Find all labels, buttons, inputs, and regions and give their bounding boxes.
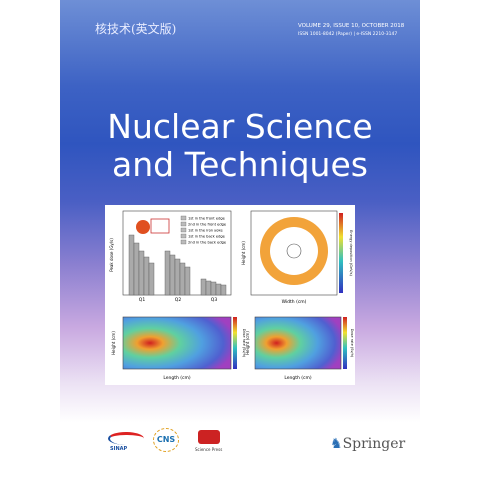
legend-swatch [180, 233, 187, 239]
y-label: Peak dose (Gy/s) [109, 238, 114, 272]
heatmap [254, 316, 342, 370]
springer-logo: ♞Springer [330, 436, 406, 452]
legend-label: 1st in the front edge [188, 217, 226, 221]
sinap-logo [108, 432, 144, 445]
x-label: Length (cm) [284, 375, 312, 381]
issn: ISSN 1001-8042 (Paper) | e-ISSN 2210-314… [298, 32, 398, 37]
title-line: and Techniques [112, 145, 368, 184]
legend-swatch [180, 215, 187, 221]
x-label: Length (cm) [163, 375, 191, 381]
colorbar [233, 317, 237, 369]
y-label: Height (cm) [241, 241, 246, 265]
colorbar-label: Dose rate (Sv/h) [350, 329, 354, 358]
legend-label: 2nd in the front edge [188, 223, 227, 227]
bars [128, 234, 227, 296]
legend-swatch [180, 221, 187, 227]
legend-swatch [180, 227, 187, 233]
science-press-logo [198, 430, 220, 444]
colorbar [339, 213, 343, 293]
y-label: Height (cm) [111, 331, 116, 355]
springer-label: Springer [342, 436, 406, 452]
title-line: Nuclear Science [107, 107, 373, 146]
volume: VOLUME 29, ISSUE 10, OCTOBER 2018 [298, 23, 405, 29]
cns-logo: CNS [153, 428, 179, 452]
ring [270, 227, 318, 275]
category-label: Q3 [211, 297, 218, 303]
category-label: Q2 [175, 297, 182, 303]
colorbar-label: Energy deposition (GeV/s) [349, 230, 353, 276]
legend-swatch [180, 239, 187, 245]
icon [150, 218, 170, 234]
y-label: Height (cm) [245, 331, 250, 355]
category-label: Q1 [139, 297, 146, 303]
cover: 核技术(英文版) VOLUME 29, ISSUE 10, OCTOBER 20… [60, 0, 420, 480]
science-press-label: Science Press [195, 447, 223, 452]
colorbar [343, 317, 347, 369]
ring [286, 243, 302, 259]
colorbar-label: Dose rate (Sv/h) [242, 329, 246, 358]
legend-label: 2nd in the back edge [188, 241, 227, 245]
icon [136, 220, 150, 234]
x-label: Width (cm) [282, 299, 307, 305]
sinap-label: SINAP [110, 446, 128, 452]
heatmap [122, 316, 232, 370]
chinese-title: 核技术(英文版) [95, 22, 177, 36]
legend-label: 1st in the back edge [188, 235, 226, 239]
figure: Peak dose (Gy/s) Width (cm) Height (cm) … [105, 205, 355, 385]
legend-label: 1st in the iron yoke [188, 229, 223, 233]
